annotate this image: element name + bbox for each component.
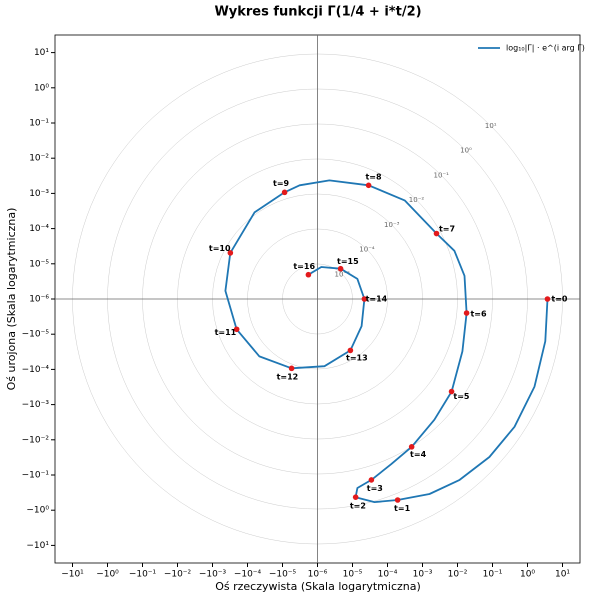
y-tick-label: −10⁻² [22, 435, 50, 445]
point-label: t=8 [365, 173, 382, 182]
point-label: t=1 [394, 504, 411, 513]
point-marker [544, 296, 551, 302]
y-tick-label: 10⁻¹ [29, 119, 49, 129]
circle-label: 10⁻² [409, 196, 425, 204]
point-marker [347, 347, 354, 354]
y-tick-label: −10⁻³ [22, 400, 50, 410]
point-marker [433, 230, 440, 237]
point-label: t=14 [366, 295, 388, 304]
point-label: t=7 [439, 225, 455, 234]
y-tick-label: 10⁻⁵ [29, 259, 49, 269]
circle-label: 10⁻⁴ [359, 246, 375, 254]
x-tick-label: 10⁰ [520, 570, 535, 580]
point-label: t=10 [209, 244, 231, 253]
y-tick-label: 10¹ [34, 48, 49, 58]
point-marker [281, 189, 288, 196]
point-label: t=9 [273, 179, 290, 188]
point-label: t=2 [350, 502, 366, 511]
y-tick-label: −10⁻¹ [22, 471, 50, 481]
x-tick-label: −10⁻⁵ [269, 570, 297, 580]
x-tick-label: −10⁻² [164, 570, 192, 580]
y-tick-label: 10⁻⁴ [29, 224, 49, 234]
y-tick-label: −10⁻⁵ [22, 330, 50, 340]
point-marker [394, 497, 401, 503]
x-tick-label: 10⁻⁶ [308, 570, 328, 580]
circle-label: 10¹ [485, 122, 497, 130]
circle-label: 10⁻³ [384, 221, 400, 229]
point-marker [408, 444, 415, 450]
y-tick-label: 10⁻² [29, 154, 49, 164]
y-tick-label: −10⁻⁴ [22, 365, 50, 375]
point-marker [352, 494, 359, 500]
x-tick-label: −10⁻⁴ [234, 570, 262, 580]
point-label: t=12 [277, 372, 299, 381]
x-tick-label: 10⁻² [448, 570, 468, 580]
point-marker [463, 310, 470, 316]
x-tick-label: 10⁻³ [413, 570, 433, 580]
x-axis-label: Oś rzeczywista (Skala logarytmiczna) [215, 580, 421, 593]
point-label: t=5 [453, 392, 470, 401]
y-tick-label: 10⁻⁶ [29, 295, 49, 305]
y-tick-label: 10⁻³ [29, 189, 49, 199]
point-marker [233, 326, 240, 333]
y-axis-label: Oś urojona (Skala logarytmiczna) [5, 208, 18, 391]
y-tick-label: −10⁰ [26, 506, 49, 516]
x-tick-label: 10⁻⁵ [343, 570, 363, 580]
legend-label: log₁₀|Γ| · e^(i arg Γ) [506, 44, 585, 53]
spiral-line [224, 179, 549, 503]
x-tick-label: −10⁻³ [199, 570, 227, 580]
chart-title: Wykres funkcji Γ(1/4 + i*t/2) [214, 5, 421, 20]
x-tick-label: 10⁻⁴ [378, 570, 398, 580]
point-label: t=0 [551, 295, 568, 304]
y-tick-label: −10¹ [26, 541, 49, 551]
circle-label: 10⁰ [460, 147, 472, 155]
point-marker [288, 365, 295, 372]
point-label: t=4 [410, 450, 427, 459]
x-tick-label: −10⁻¹ [129, 570, 157, 580]
point-label: t=16 [293, 262, 315, 271]
point-marker [305, 271, 312, 278]
point-label: t=3 [367, 484, 383, 493]
point-label: t=13 [346, 353, 368, 362]
point-label: t=6 [470, 309, 487, 318]
x-tick-label: 10¹ [555, 570, 570, 580]
point-marker [365, 182, 372, 189]
point-marker [337, 265, 344, 272]
x-tick-label: −10⁰ [96, 570, 119, 580]
point-marker [368, 477, 375, 483]
point-marker [227, 250, 234, 256]
x-tick-label: 10⁻¹ [483, 570, 503, 580]
point-marker [448, 388, 455, 395]
point-marker [361, 296, 368, 302]
point-label: t=11 [215, 328, 237, 337]
x-tick-label: −10¹ [61, 570, 84, 580]
point-label: t=15 [337, 257, 359, 266]
y-tick-label: 10⁰ [34, 83, 49, 93]
circle-label: 10⁻⁵ [335, 270, 351, 278]
circle-label: 10⁻¹ [434, 171, 450, 179]
